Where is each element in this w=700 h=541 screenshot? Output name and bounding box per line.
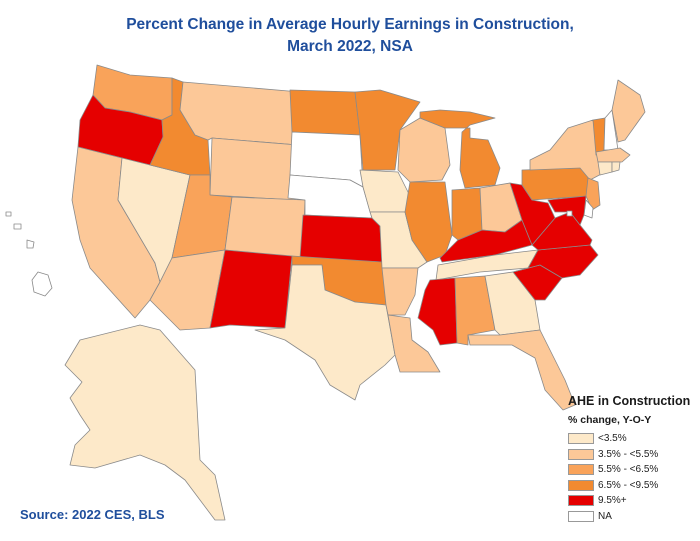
state-wyoming[interactable] bbox=[209, 137, 299, 201]
legend-swatch bbox=[568, 510, 594, 522]
state-texas[interactable] bbox=[254, 264, 396, 401]
source-note: Source: 2022 CES, BLS bbox=[20, 507, 165, 522]
state-hawaii-kauai[interactable] bbox=[5, 211, 12, 217]
state-kansas[interactable] bbox=[299, 214, 383, 263]
state-mississippi[interactable] bbox=[417, 277, 458, 346]
state-pennsylvania[interactable] bbox=[521, 167, 593, 201]
legend-item-label: 5.5% - <6.5% bbox=[598, 464, 659, 476]
legend-item-label: <3.5% bbox=[598, 433, 627, 445]
legend-item-label: 9.5%+ bbox=[598, 495, 627, 507]
state-alaska[interactable] bbox=[64, 324, 226, 521]
state-north-dakota[interactable] bbox=[289, 89, 361, 136]
state-connecticut[interactable] bbox=[597, 161, 613, 176]
state-montana[interactable] bbox=[179, 81, 301, 146]
legend-item-label: 6.5% - <9.5% bbox=[598, 479, 659, 491]
state-maine[interactable] bbox=[611, 79, 646, 143]
state-colorado[interactable] bbox=[224, 196, 306, 259]
state-hawaii-maui[interactable] bbox=[26, 239, 35, 249]
map-title-line-1: Percent Change in Average Hourly Earning… bbox=[126, 16, 574, 33]
legend-swatch bbox=[568, 479, 594, 491]
legend-swatch bbox=[568, 464, 594, 476]
legend-subtitle: % change, Y-O-Y bbox=[568, 414, 652, 426]
legend-item-label: 3.5% - <5.5% bbox=[598, 448, 659, 460]
legend-item: <3.5% bbox=[568, 431, 696, 447]
state-hawaii-oahu[interactable] bbox=[13, 223, 22, 230]
legend-item: 9.5%+ bbox=[568, 493, 696, 509]
state-rhode-island[interactable] bbox=[611, 161, 621, 173]
state-wisconsin[interactable] bbox=[397, 117, 451, 183]
state-minnesota[interactable] bbox=[354, 89, 421, 171]
state-hawaii-islands bbox=[5, 211, 53, 297]
legend-item: 3.5% - <5.5% bbox=[568, 447, 696, 463]
legend-swatch bbox=[568, 433, 594, 445]
state-massachusetts[interactable] bbox=[595, 147, 631, 163]
map-legend: AHE in Construction % change, Y-O-Y <3.5… bbox=[568, 393, 696, 524]
state-michigan[interactable] bbox=[419, 109, 501, 189]
state-district-of-columbia[interactable] bbox=[566, 210, 573, 217]
state-hawaii-big-island[interactable] bbox=[31, 271, 53, 297]
legend-item: 5.5% - <6.5% bbox=[568, 462, 696, 478]
state-new-mexico[interactable] bbox=[209, 249, 293, 329]
state-arkansas[interactable] bbox=[381, 267, 419, 316]
state-maryland[interactable] bbox=[547, 195, 587, 226]
state-florida[interactable] bbox=[467, 329, 576, 411]
map-title-line-2: March 2022, NSA bbox=[287, 38, 413, 55]
legend-item: 6.5% - <9.5% bbox=[568, 478, 696, 494]
legend-swatch bbox=[568, 495, 594, 507]
state-louisiana[interactable] bbox=[387, 314, 441, 373]
legend-title: AHE in Construction bbox=[568, 394, 691, 408]
legend-item-label: NA bbox=[598, 510, 612, 522]
state-illinois[interactable] bbox=[404, 181, 453, 263]
legend-swatch bbox=[568, 448, 594, 460]
legend-item: NA bbox=[568, 509, 696, 525]
state-new-jersey[interactable] bbox=[585, 177, 601, 211]
